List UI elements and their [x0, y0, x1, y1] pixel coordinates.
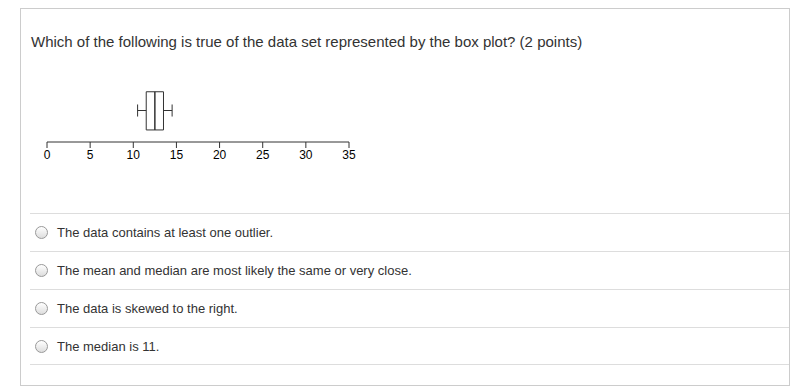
- html-text:The data is skewed to the righ: The data is skewed to the right.: [57, 301, 238, 316]
- html-text:The mean and median are most l: The mean and median are most likely the …: [57, 263, 412, 278]
- svg-text:25: 25: [256, 148, 270, 162]
- svg-text:15: 15: [170, 148, 184, 162]
- html-text:The median is 11.: The median is 11.: [57, 338, 160, 354]
- svg-text:5: 5: [87, 148, 94, 162]
- svg-text:0: 0: [44, 148, 51, 162]
- svg-text:20: 20: [213, 148, 227, 162]
- html-text:Which of the following is true: Which of the following is true of the da…: [31, 33, 583, 50]
- html-text:The data contains at least one: The data contains at least one outlier.: [57, 225, 274, 240]
- svg-text:35: 35: [342, 148, 356, 162]
- svg-text:30: 30: [299, 148, 313, 162]
- svg-text:10: 10: [127, 148, 141, 162]
